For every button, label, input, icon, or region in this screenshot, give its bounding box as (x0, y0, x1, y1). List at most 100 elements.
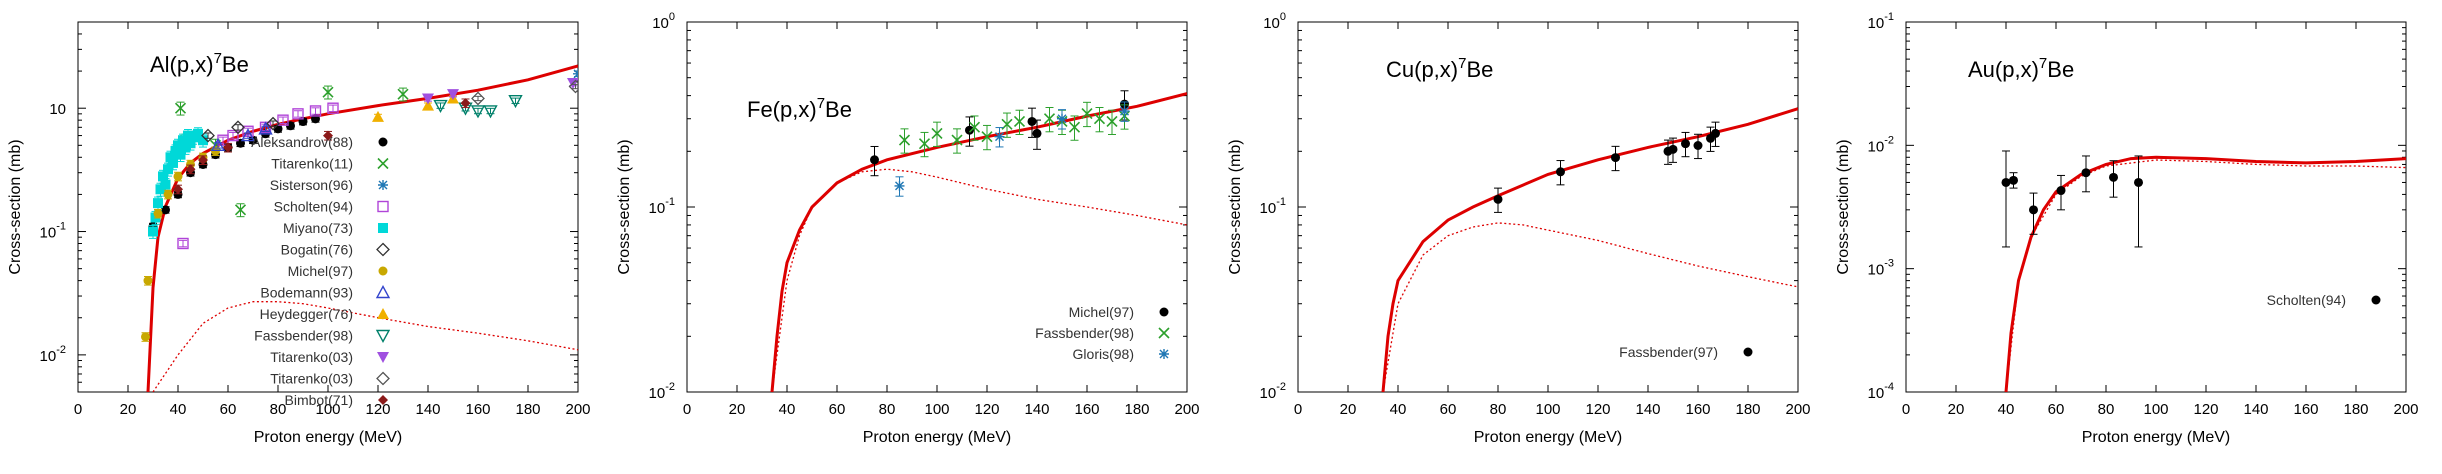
legend-marker (377, 352, 389, 363)
data-point (309, 105, 322, 117)
legend-label: Miyano(73) (283, 220, 353, 236)
data-point (994, 131, 1005, 142)
legend-marker (377, 157, 389, 170)
data-point (1081, 107, 1093, 120)
data-point (1119, 106, 1130, 117)
data-point (1043, 113, 1056, 125)
legend-marker (376, 242, 390, 257)
data-point (1013, 115, 1026, 128)
model-curve-dotted (2005, 159, 2406, 392)
data-point (148, 226, 158, 237)
y-tick-label: 10-3 (1868, 258, 1894, 279)
data-point (2134, 177, 2143, 187)
y-axis-label: Cross-section (mb) (1227, 139, 1244, 274)
data-point (1093, 113, 1106, 125)
data-point (447, 89, 459, 101)
data-point (1556, 167, 1565, 177)
model-curve-solid (146, 64, 578, 392)
legend-label: Aleksandrov(88) (251, 134, 353, 150)
legend-marker (378, 223, 388, 233)
data-point (153, 209, 163, 219)
data-point (173, 140, 183, 151)
y-axis-label: Cross-section (mb) (7, 139, 24, 274)
data-point (1681, 139, 1690, 149)
y-tick-label: 10-2 (40, 344, 66, 365)
data-point (198, 135, 208, 146)
data-point (508, 95, 523, 109)
x-axis-label: Proton energy (MeV) (1474, 429, 1623, 446)
x-tick-label: 100 (924, 401, 949, 418)
x-tick-label: 140 (1635, 401, 1660, 418)
x-tick-label: 0 (74, 401, 82, 418)
data-point (173, 189, 183, 199)
x-tick-label: 120 (2193, 401, 2218, 418)
legend-label: Bodemann(93) (260, 285, 353, 301)
data-point (143, 276, 153, 286)
data-point (894, 180, 905, 191)
data-point (573, 68, 578, 79)
data-point (898, 134, 911, 146)
data-point (201, 128, 215, 143)
legend-label: Bogatin(76) (281, 242, 353, 258)
data-point (2081, 168, 2091, 178)
data-point (210, 137, 226, 152)
x-tick-label: 140 (2243, 401, 2268, 418)
x-tick-label: 60 (2048, 401, 2065, 418)
legend-label: Gloris(98) (1073, 346, 1134, 362)
chart-panel: 0 20 40 60 80 100 120 140 160 180 200 10-2 10-1 100 Pr… (616, 11, 1200, 446)
data-point (177, 237, 189, 250)
chart-title: Fe(p,x)7Be (747, 95, 852, 122)
y-tick-label: 10-2 (1868, 134, 1894, 155)
data-point (460, 98, 471, 109)
legend-label: Bimbot(71) (285, 392, 353, 408)
data-point (471, 91, 485, 106)
legend-label: Michel(97) (288, 263, 353, 279)
model-curve-solid (770, 92, 1187, 392)
x-tick-label: 180 (515, 401, 540, 418)
x-tick-label: 120 (974, 401, 999, 418)
data-point (422, 93, 434, 105)
x-tick-label: 80 (1490, 401, 1507, 418)
x-axis-label: Proton energy (MeV) (863, 429, 1012, 446)
x-tick-label: 20 (1948, 401, 1965, 418)
data-point (965, 125, 974, 135)
data-point (266, 116, 280, 131)
x-tick-label: 180 (1735, 401, 1760, 418)
model-curve-dotted (1382, 222, 1798, 392)
x-tick-label: 40 (170, 401, 187, 418)
data-point (240, 128, 256, 142)
data-point (258, 121, 273, 135)
data-point (870, 155, 879, 165)
model-curve-dotted (771, 168, 1187, 392)
data-point (173, 184, 183, 195)
data-point (277, 114, 289, 126)
data-point (968, 121, 981, 133)
data-point (153, 198, 163, 209)
data-point (175, 149, 186, 160)
legend-label: Scholten(94) (2267, 292, 2346, 308)
data-point (470, 105, 486, 119)
y-axis-label: Cross-section (mb) (1835, 139, 1852, 274)
data-point (161, 205, 170, 215)
data-point (1027, 116, 1037, 126)
x-tick-label: 140 (415, 401, 440, 418)
x-tick-label: 40 (1998, 401, 2015, 418)
x-tick-label: 80 (270, 401, 287, 418)
legend-marker (2371, 295, 2381, 305)
legend-label: Sisterson(96) (270, 177, 353, 193)
legend-marker (1158, 327, 1170, 339)
legend-marker (376, 371, 390, 386)
legend-label: Fassbender(98) (1035, 325, 1134, 341)
x-tick-label: 200 (2393, 401, 2418, 418)
x-tick-label: 160 (465, 401, 490, 418)
x-tick-label: 0 (1902, 401, 1910, 418)
y-tick-label: 10-4 (1868, 381, 1894, 402)
y-tick-label: 10-2 (1260, 381, 1286, 402)
data-point (141, 332, 150, 342)
data-point (323, 130, 333, 141)
data-point (163, 189, 173, 199)
legend-marker (378, 266, 388, 276)
legend-marker (1159, 349, 1169, 359)
data-point (231, 120, 245, 135)
data-point (1032, 128, 1042, 138)
